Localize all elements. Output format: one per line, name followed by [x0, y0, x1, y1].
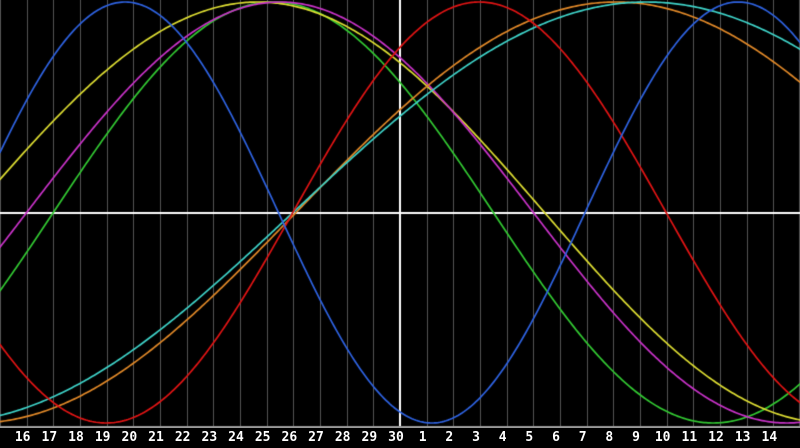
x-axis-label: 11: [681, 430, 698, 445]
x-axis-label: 24: [228, 430, 244, 445]
biorhythm-plot-canvas: [0, 0, 800, 428]
x-axis-labels: 16 17 18 19 20 21 22 23 24 25 26 27 28 29 30 1 2 3 4 5 6 7 8 9 1…: [0, 428, 800, 448]
x-axis-label: 30: [388, 430, 404, 445]
x-axis-label: 5: [525, 430, 534, 445]
x-axis-label: 28: [334, 430, 351, 445]
x-axis-label: 16: [14, 430, 31, 445]
x-axis-label: 26: [281, 430, 298, 445]
x-axis-label: 12: [708, 430, 724, 445]
x-axis-label: 3: [472, 430, 480, 445]
x-axis-label: 6: [552, 430, 560, 445]
x-axis-label: 25: [254, 430, 271, 445]
x-axis-label: 19: [94, 430, 111, 445]
x-axis-label: 14: [761, 430, 778, 445]
x-axis-label: 20: [121, 430, 138, 445]
x-axis-label: 23: [201, 430, 218, 445]
x-axis-label: 10: [654, 430, 671, 445]
x-axis-label: 1: [418, 430, 427, 445]
x-axis-label: 2: [445, 430, 454, 445]
x-axis-label: 27: [308, 430, 324, 445]
x-axis-label: 18: [68, 430, 84, 445]
x-axis-label: 29: [361, 430, 378, 445]
x-axis-label: 8: [605, 430, 614, 445]
x-axis-label: 21: [148, 430, 164, 445]
x-axis-label: 17: [41, 430, 58, 445]
x-axis-label: 7: [578, 430, 587, 445]
x-axis-label: 4: [498, 430, 507, 445]
x-axis-label: 22: [174, 430, 191, 445]
x-axis-label: 9: [632, 430, 640, 445]
x-axis-label: 13: [734, 430, 751, 445]
